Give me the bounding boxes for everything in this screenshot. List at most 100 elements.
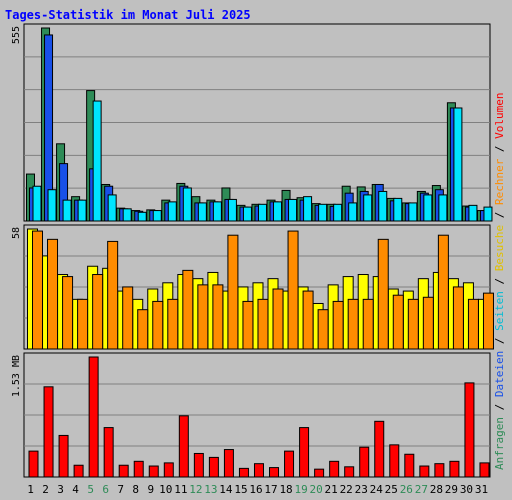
panel-top: 555 [11,23,493,222]
bar-seiten-day-2 [47,189,57,222]
x-tick-label: 15 [234,483,247,496]
bar-rechner-day-7 [122,286,134,350]
x-tick-label: 17 [264,483,277,496]
bar-seiten-day-13 [212,201,222,222]
x-tick-label: 3 [57,483,64,496]
legend-separator: / [493,397,506,417]
bar-seiten-day-30 [468,204,478,222]
chart-title: Tages-Statistik im Monat Juli 2025 [5,8,251,22]
legend-separator: / [493,331,506,351]
bar-volumen-day-3 [58,434,69,478]
bar-seiten-day-4 [77,199,87,222]
bar-rechner-day-9 [152,300,164,350]
bar-rechner-day-5 [92,274,104,350]
legend-seiten: Seiten [493,291,506,331]
bar-rechner-day-16 [257,298,269,350]
bar-volumen-day-4 [73,464,84,478]
x-tick-label: 28 [430,483,443,496]
bar-seiten-day-29 [453,107,463,222]
x-tick-label: 10 [159,483,172,496]
y-axis-max-label: 1.53 MB [11,355,22,397]
x-tick-label: 12 [189,483,202,496]
bar-volumen-day-8 [133,460,144,478]
bar-seiten-day-27 [423,194,433,222]
bar-seiten-day-19 [303,196,313,222]
bar-volumen-day-7 [118,464,129,478]
bar-seiten-day-15 [242,206,252,222]
legend-besuche: Besuche [493,225,506,271]
bar-seiten-day-10 [167,201,177,222]
bar-volumen-day-26 [404,453,415,478]
x-tick-label: 6 [102,483,109,496]
bar-rechner-day-23 [362,298,374,350]
bar-seiten-day-22 [348,202,358,222]
panel-middle: 58 [11,224,494,350]
bar-volumen-day-11 [178,415,189,478]
bar-volumen-day-31 [479,462,490,478]
bar-rechner-day-12 [197,284,209,350]
bar-rechner-day-27 [422,296,434,350]
bar-rechner-day-4 [77,298,89,350]
legend-separator: / [493,271,506,291]
x-tick-label: 9 [147,483,154,496]
bar-volumen-day-20 [314,468,325,478]
x-tick-label: 24 [370,483,384,496]
bar-rechner-day-26 [407,298,419,350]
x-tick-label: 23 [355,483,368,496]
bar-volumen-day-19 [299,427,310,478]
x-tick-label: 27 [415,483,428,496]
bar-rechner-day-18 [287,230,299,350]
bar-rechner-day-17 [272,288,284,350]
bar-seiten-day-20 [318,203,328,222]
legend-anfragen: Anfragen [493,417,506,470]
x-tick-label: 2 [42,483,49,496]
x-tick-label: 30 [460,483,473,496]
bar-rechner-day-10 [167,298,179,350]
bar-rechner-day-31 [482,292,494,350]
x-tick-label: 18 [279,483,292,496]
bar-volumen-day-15 [238,467,249,478]
bar-rechner-day-15 [242,300,254,350]
bar-seiten-day-28 [438,194,448,222]
bar-rechner-day-8 [137,309,149,350]
bar-seiten-day-11 [182,187,192,222]
bar-seiten-day-17 [273,201,283,222]
bar-seiten-day-23 [363,194,373,222]
legend-dateien: Dateien [493,351,506,397]
x-axis-labels: 1 2 3 4 5 6 7 8 9 10 11 12 13 14 15 16 17 18 19 20 21 22 23 24 2… [27,483,488,496]
x-tick-label: 26 [400,483,413,496]
legend-volumen: Volumen [493,92,506,138]
bar-seiten-day-25 [393,197,403,222]
bar-volumen-day-9 [148,465,159,478]
bar-volumen-day-13 [208,456,219,478]
bar-seiten-day-14 [227,198,237,222]
legend-separator: / [493,205,506,225]
x-tick-label: 16 [249,483,262,496]
bar-rechner-day-29 [452,286,464,350]
bar-rechner-day-1 [32,230,43,350]
x-tick-label: 8 [132,483,139,496]
bar-volumen-day-23 [359,446,370,478]
bar-rechner-day-24 [377,238,389,350]
bar-rechner-day-2 [47,238,59,350]
bar-volumen-day-25 [389,444,400,478]
bar-volumen-day-18 [284,450,295,478]
x-tick-label: 20 [310,483,323,496]
bar-seiten-day-12 [197,202,207,222]
bar-volumen-day-24 [374,420,385,478]
bar-seiten-day-9 [152,210,162,222]
bar-rechner-day-19 [302,290,314,350]
bar-seiten-day-6 [107,194,117,222]
x-tick-label: 11 [174,483,187,496]
x-tick-label: 25 [385,483,398,496]
x-tick-label: 4 [72,483,79,496]
bar-volumen-day-14 [223,449,234,478]
bar-rechner-day-30 [467,298,479,350]
x-tick-label: 5 [87,483,94,496]
x-tick-label: 31 [475,483,488,496]
bar-volumen-day-5 [88,356,99,478]
bar-volumen-day-17 [269,467,280,478]
bar-rechner-day-13 [212,284,224,350]
bar-seiten-day-26 [408,202,418,222]
